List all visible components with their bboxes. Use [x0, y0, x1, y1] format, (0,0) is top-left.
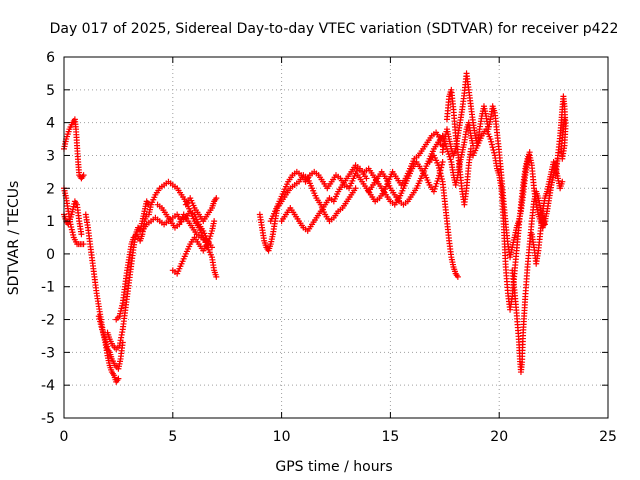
y-tick-label: 5 — [46, 83, 55, 99]
data-point — [352, 185, 359, 192]
data-point — [95, 313, 102, 320]
data-point — [213, 195, 220, 202]
data-point — [541, 221, 548, 228]
data-point — [488, 141, 495, 148]
data-point — [454, 273, 461, 280]
data-point — [80, 241, 87, 248]
x-tick-label: 0 — [60, 429, 69, 445]
data-point — [69, 208, 76, 215]
y-tick-label: -3 — [41, 345, 55, 361]
data-point — [439, 159, 446, 166]
data-point — [363, 175, 370, 182]
data-point — [436, 167, 443, 174]
data-point — [208, 230, 215, 237]
data-point — [204, 241, 211, 248]
x-axis-label: GPS time / hours — [275, 459, 392, 475]
grid — [64, 57, 608, 418]
data-point — [213, 273, 220, 280]
data-point — [439, 132, 446, 139]
data-point — [211, 218, 218, 225]
x-tick-label: 10 — [273, 429, 291, 445]
data-point — [431, 185, 438, 192]
data-point — [356, 165, 363, 172]
data-point — [490, 146, 497, 153]
data-point — [561, 116, 568, 123]
data-point — [69, 206, 76, 213]
data-point — [487, 136, 494, 143]
data-point — [205, 238, 212, 245]
data-point — [434, 178, 441, 185]
x-tick-label: 15 — [381, 429, 399, 445]
data-point — [117, 310, 124, 317]
data-point — [446, 153, 453, 160]
data-point — [430, 188, 437, 195]
data-point — [70, 203, 77, 210]
y-tick-label: 3 — [46, 148, 55, 164]
y-tick-label: -4 — [41, 378, 55, 394]
data-point — [97, 321, 104, 328]
data-point — [98, 323, 105, 330]
data-point — [438, 175, 445, 182]
y-tick-label: 2 — [46, 181, 55, 197]
data-point — [116, 313, 123, 320]
plot-frame — [63, 56, 609, 419]
data-point — [117, 308, 124, 315]
y-tick-label: 4 — [46, 116, 55, 132]
data-point — [208, 244, 215, 251]
data-point — [202, 237, 209, 244]
data-point — [438, 173, 445, 180]
y-tick-label: -1 — [41, 280, 55, 296]
axis-ticks: -5 -4 -3 -2 -1 0 1 2 3 4 5 6 0 5 10 15 20 25 — [41, 50, 617, 445]
data-point — [119, 302, 126, 309]
data-point — [467, 145, 474, 152]
y-tick-label: 1 — [46, 214, 55, 230]
data-point — [559, 178, 566, 185]
data-point — [69, 229, 76, 236]
data-point — [96, 315, 103, 322]
data-point — [207, 233, 214, 240]
data-point — [68, 223, 75, 230]
y-axis-label: SDTVAR / TECUs — [6, 181, 22, 296]
data-point — [445, 151, 452, 158]
data-point — [432, 183, 439, 190]
data-point — [68, 226, 75, 233]
data-marks — [61, 70, 569, 385]
data-point — [78, 231, 85, 238]
data-point — [488, 138, 495, 145]
data-point — [526, 149, 533, 156]
data-point — [447, 156, 454, 163]
x-tick-label: 5 — [168, 429, 177, 445]
x-tick-label: 25 — [599, 429, 617, 445]
data-point — [435, 165, 442, 172]
data-point — [80, 172, 87, 179]
y-tick-label: 6 — [46, 50, 55, 66]
data-point — [437, 170, 444, 177]
data-point — [489, 144, 496, 151]
x-tick-label: 20 — [490, 429, 508, 445]
y-tick-label: 0 — [46, 247, 55, 263]
data-point — [97, 318, 104, 325]
chart-title: Day 017 of 2025, Sidereal Day-to-day VTE… — [50, 21, 619, 37]
data-point — [70, 231, 77, 238]
data-point — [118, 305, 125, 312]
data-point — [433, 180, 440, 187]
data-point — [435, 162, 442, 169]
y-tick-label: -2 — [41, 313, 55, 329]
y-tick-label: -5 — [41, 411, 55, 427]
data-point — [491, 149, 498, 156]
data-point — [206, 235, 213, 242]
data-point — [115, 375, 122, 382]
data-point — [68, 211, 75, 218]
